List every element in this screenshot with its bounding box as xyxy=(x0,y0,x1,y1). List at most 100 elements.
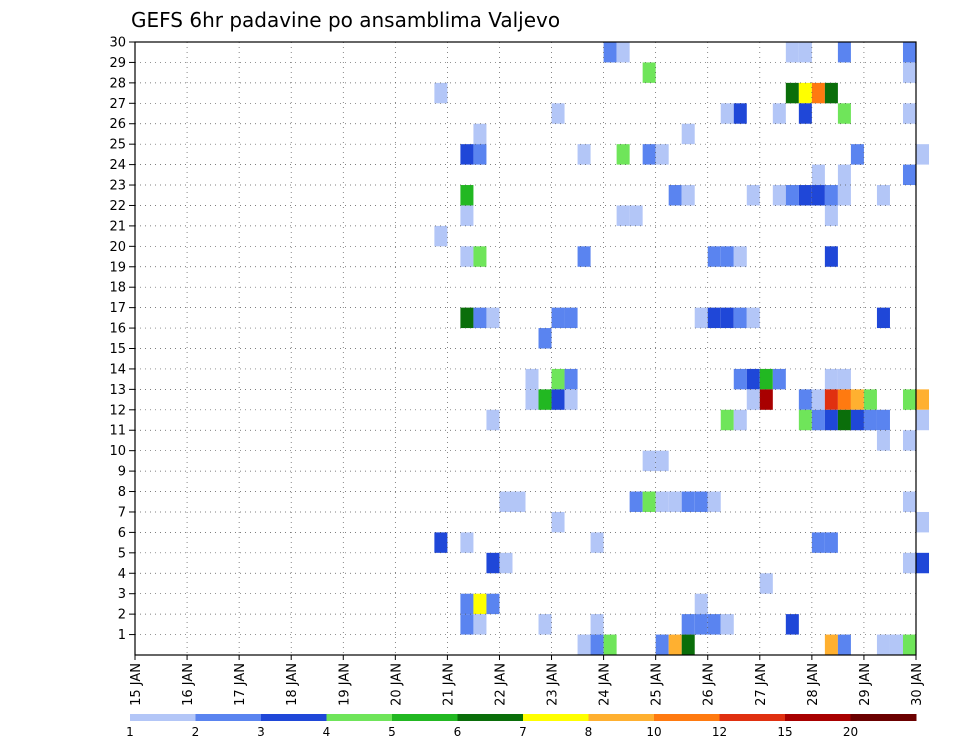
heatmap-cell xyxy=(681,614,695,635)
heatmap-cell xyxy=(551,389,565,410)
heatmap-cell xyxy=(577,634,591,655)
heatmap-cell xyxy=(694,491,708,512)
grid-lines xyxy=(135,42,916,655)
colorbar-label: 12 xyxy=(712,725,727,739)
colorbar-swatch xyxy=(195,714,262,721)
y-tick-label: 13 xyxy=(109,383,126,398)
colorbar-swatch xyxy=(719,714,786,721)
heatmap-cell xyxy=(538,389,552,410)
y-tick-label: 21 xyxy=(109,219,126,234)
heatmap-cell xyxy=(772,368,786,390)
heatmap-cell xyxy=(564,368,578,390)
heatmap-cell xyxy=(629,205,643,226)
heatmap-cell xyxy=(655,491,669,512)
y-tick-label: 26 xyxy=(109,117,126,132)
x-tick-label: 28 JAN xyxy=(806,663,821,706)
heatmap-cell xyxy=(655,634,669,655)
y-tick-label: 9 xyxy=(118,465,126,480)
heatmap-cell xyxy=(707,307,721,329)
heatmap-cell xyxy=(720,246,734,267)
heatmap-cell xyxy=(551,368,565,390)
y-tick-label: 3 xyxy=(118,587,126,602)
heatmap-cell xyxy=(798,409,812,431)
y-tick-label: 11 xyxy=(109,424,126,439)
heatmap-cell xyxy=(902,552,916,574)
heatmap-cell xyxy=(564,307,578,329)
heatmap-cell xyxy=(668,491,682,512)
x-tick-label: 29 JAN xyxy=(858,663,873,706)
heatmap-cell xyxy=(733,103,747,124)
colorbar-label: 6 xyxy=(454,725,462,739)
heatmap-cell xyxy=(486,552,500,574)
colorbar-label: 7 xyxy=(519,725,527,739)
heatmap-cell xyxy=(759,573,773,594)
heatmap-cell xyxy=(850,409,864,431)
heatmap-cell xyxy=(837,368,851,390)
heatmap-cell xyxy=(616,144,630,165)
heatmap-cell xyxy=(798,103,812,124)
heatmap-cell xyxy=(746,185,760,206)
heatmap-cell xyxy=(876,409,890,431)
colorbar-swatch xyxy=(523,714,589,721)
y-tick-label: 19 xyxy=(109,260,126,275)
colorbar-label: 20 xyxy=(843,725,858,739)
heatmap-cell xyxy=(538,328,552,349)
y-tick-label: 28 xyxy=(109,76,126,91)
heatmap-cell xyxy=(668,185,682,206)
y-tick-label: 30 xyxy=(109,36,126,51)
heatmap-cell xyxy=(655,144,669,165)
heatmap-cell xyxy=(551,511,565,533)
heatmap-cell xyxy=(642,62,656,83)
heatmap-cell xyxy=(785,42,799,63)
heatmap-cell xyxy=(785,185,799,206)
heatmap-cell xyxy=(916,511,930,533)
heatmap-cell xyxy=(564,389,578,410)
heatmap-cell xyxy=(733,307,747,329)
heatmap-cell xyxy=(720,103,734,124)
heatmap-cell xyxy=(876,185,890,206)
y-tick-label: 18 xyxy=(109,281,126,296)
heatmap-cell xyxy=(902,634,916,655)
heatmap-cell xyxy=(473,123,487,145)
heatmap-cell xyxy=(460,185,474,206)
heatmap-cell xyxy=(824,532,838,553)
heatmap-cell xyxy=(837,103,851,124)
heatmap-cell xyxy=(811,409,825,431)
heatmap-cell xyxy=(720,614,734,635)
colorbar-label: 15 xyxy=(777,725,792,739)
heatmap-cell xyxy=(603,634,617,655)
y-tick-label: 25 xyxy=(109,138,126,153)
chart-title: GEFS 6hr padavine po ansamblima Valjevo xyxy=(131,8,560,32)
x-axis: 15 JAN 16 JAN 17 JAN 18 JAN 19 JAN 20 JAN 21 J… xyxy=(129,655,925,706)
heatmap-cell xyxy=(499,491,513,512)
heatmap-cell xyxy=(837,185,851,206)
colorbar-swatch xyxy=(130,714,196,721)
heatmap-cell xyxy=(746,307,760,329)
heatmap-cell xyxy=(577,246,591,267)
heatmap-cell xyxy=(707,614,721,635)
heatmap-cell xyxy=(811,82,825,104)
colorbar-swatch xyxy=(261,714,327,721)
y-tick-label: 2 xyxy=(118,608,126,623)
heatmap-cell xyxy=(863,409,877,431)
heatmap-cell xyxy=(603,42,617,63)
heatmap-cell xyxy=(811,164,825,186)
heatmap-cell xyxy=(694,593,708,615)
colorbar-label: 10 xyxy=(646,725,661,739)
heatmap-cell xyxy=(512,491,526,512)
heatmap-cell xyxy=(720,409,734,431)
x-tick-label: 16 JAN xyxy=(181,663,196,706)
y-axis: 1234567891011121314151617181920212223242… xyxy=(109,36,135,643)
heatmap-cell xyxy=(460,614,474,635)
colorbar-label: 8 xyxy=(585,725,593,739)
y-tick-label: 1 xyxy=(118,628,126,643)
x-tick-label: 30 JAN xyxy=(910,663,925,706)
colorbar-swatch xyxy=(654,714,720,721)
heatmap-cell xyxy=(434,225,448,247)
heatmap-cell xyxy=(486,307,500,329)
x-tick-label: 24 JAN xyxy=(598,663,613,706)
y-tick-label: 16 xyxy=(109,322,126,337)
heatmap-cell xyxy=(902,164,916,186)
heatmap-cell xyxy=(916,144,930,165)
